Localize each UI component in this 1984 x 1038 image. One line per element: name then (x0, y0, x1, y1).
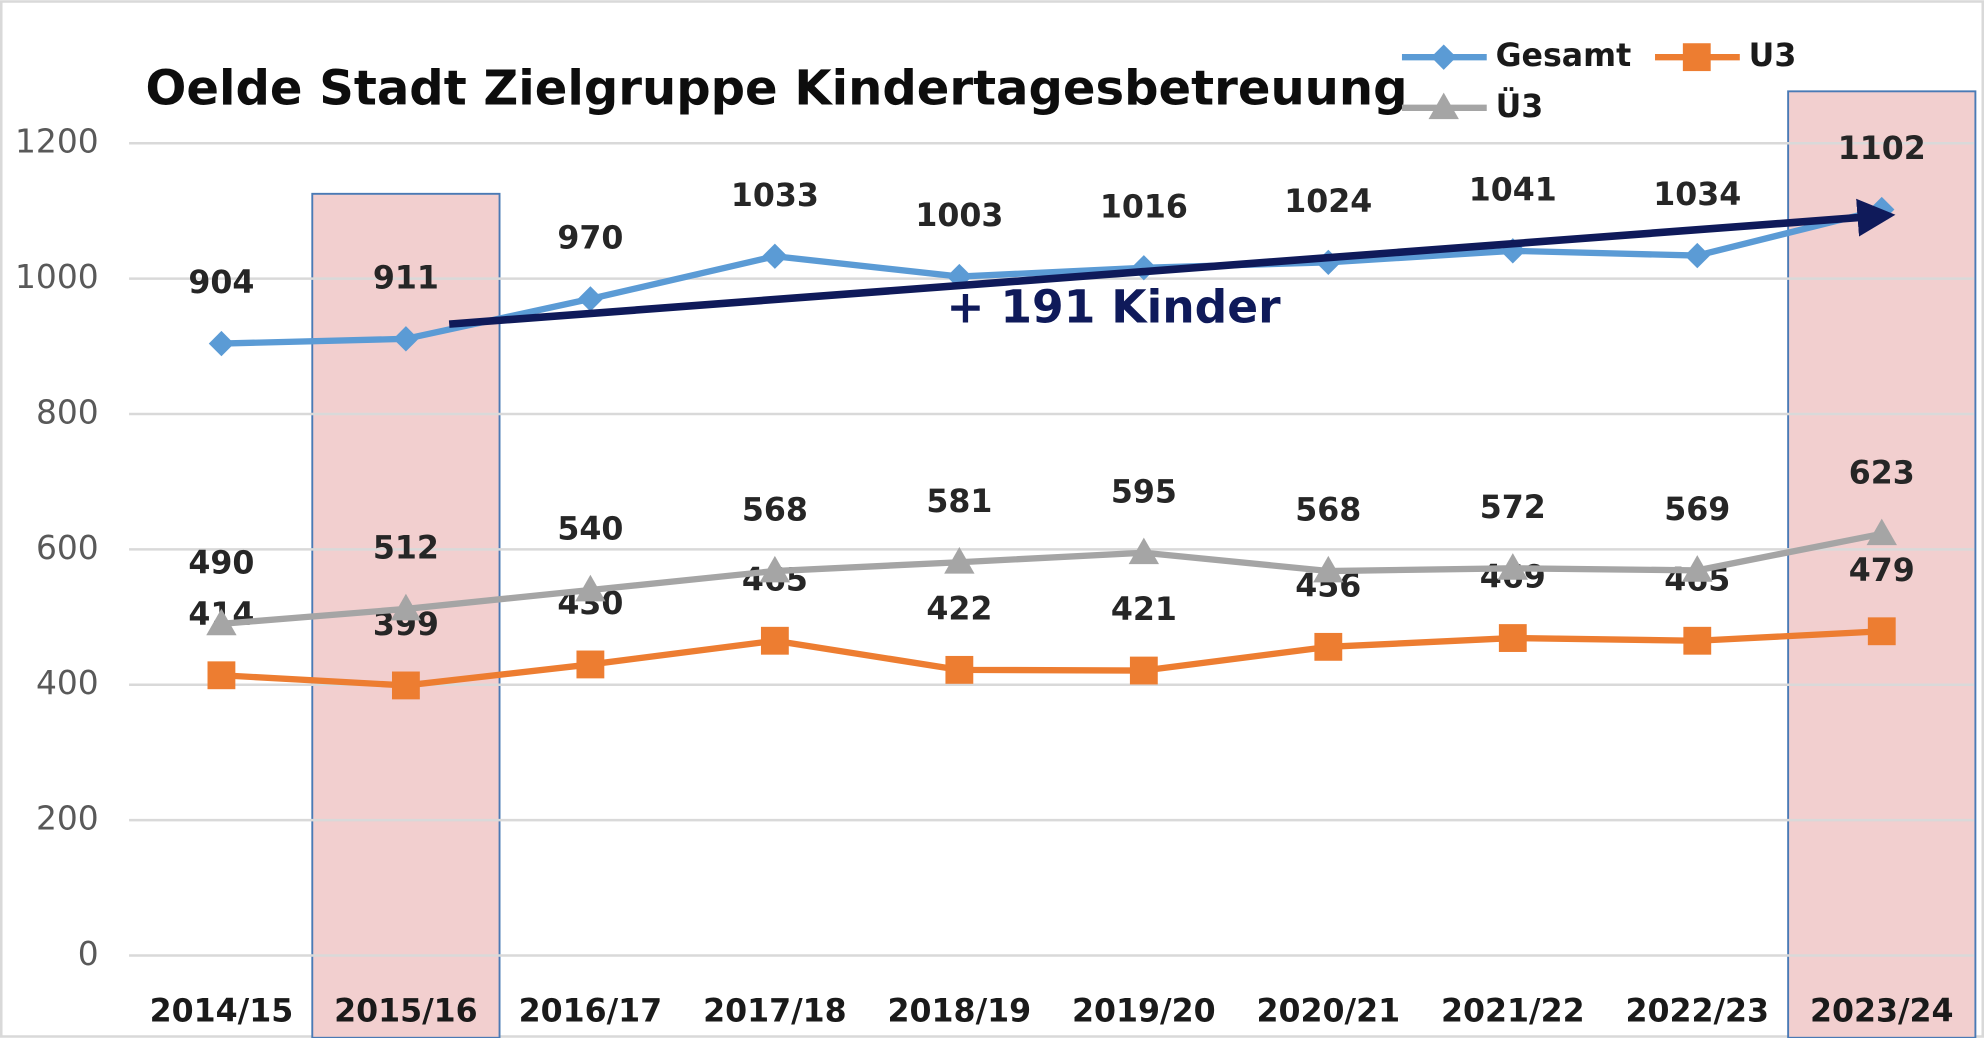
legend-label: Ü3 (1496, 87, 1544, 125)
data-label: 421 (1111, 592, 1177, 628)
data-label: 904 (188, 265, 254, 301)
marker (945, 655, 974, 684)
data-label: 1003 (915, 198, 1003, 234)
marker (393, 326, 419, 352)
data-label: 911 (373, 260, 439, 296)
x-tick-label: 2021/22 (1441, 993, 1585, 1029)
plot: 9049119701033100310161024104110341102414… (188, 131, 1926, 700)
chart-title: Oelde Stadt Zielgruppe Kindertagesbetreu… (146, 60, 1408, 116)
data-label: 1024 (1284, 184, 1372, 220)
legend-label: U3 (1749, 38, 1797, 74)
marker (762, 243, 788, 269)
marker (1129, 656, 1158, 685)
x-tick-label: 2019/20 (1072, 993, 1216, 1029)
data-label: 623 (1849, 455, 1915, 491)
y-tick-label: 1000 (15, 257, 99, 296)
x-tick-label: 2017/18 (703, 993, 847, 1029)
data-label: 572 (1480, 490, 1546, 526)
series: 490 512 540 568 581 595 568 572 569 623 (188, 455, 1915, 636)
x-tick-label: 2018/19 (888, 993, 1032, 1029)
x-tick-label: 2023/24 (1810, 993, 1954, 1029)
x-tick-label: 2014/15 (150, 993, 294, 1029)
marker (1684, 242, 1710, 269)
marker (207, 661, 236, 690)
legend-label: Gesamt (1496, 38, 1632, 74)
marker (1428, 92, 1459, 120)
x-tick-label: 2015/16 (334, 993, 478, 1029)
x-tick-label: 2022/23 (1625, 993, 1769, 1029)
trend-arrow (448, 198, 1896, 328)
y-tick-label: 0 (78, 934, 99, 973)
highlight-column (1787, 90, 1977, 1038)
marker (1682, 43, 1711, 72)
data-label: 595 (1111, 474, 1177, 510)
marker (576, 650, 605, 679)
grid: 0 200 400 600 800 1000 1200 2014/15 2015/16 2016/… (15, 122, 1974, 1029)
x-tick-label: 2016/17 (519, 993, 663, 1029)
data-label: 581 (926, 484, 992, 520)
marker (1497, 553, 1528, 580)
series-line (221, 628, 1882, 689)
marker (390, 593, 422, 621)
y-tick-label: 400 (36, 663, 99, 702)
y-tick-label: 600 (36, 528, 99, 567)
marker (1498, 624, 1527, 652)
y-tick-label: 1200 (15, 122, 99, 161)
series-line (221, 530, 1883, 627)
marker (1682, 555, 1713, 582)
legend: Gesamt U3 Ü3 (1401, 38, 1797, 125)
y-tick-label: 800 (36, 392, 99, 431)
data-label: 569 (1664, 492, 1730, 528)
marker (1431, 44, 1457, 70)
annotation: + 191 Kinder (946, 281, 1281, 334)
data-label: 540 (557, 512, 623, 548)
data-label: 512 (373, 530, 439, 566)
marker (577, 286, 604, 312)
marker (208, 330, 235, 357)
marker (760, 626, 789, 655)
marker (206, 608, 237, 636)
data-label: 1102 (1838, 131, 1926, 167)
data-label: 1016 (1100, 189, 1188, 225)
y-tick-label: 200 (36, 799, 99, 838)
data-label: 479 (1849, 553, 1915, 589)
data-label: 1034 (1653, 177, 1741, 213)
marker (1313, 555, 1344, 583)
marker (575, 574, 606, 602)
marker (1867, 617, 1896, 646)
marker (1314, 632, 1343, 661)
data-label: 490 (188, 545, 254, 581)
marker (1683, 626, 1712, 655)
marker (1128, 537, 1160, 565)
data-label: 970 (557, 220, 623, 256)
marker (391, 671, 420, 700)
data-label: 1041 (1469, 172, 1557, 208)
marker (1866, 518, 1897, 546)
data-label: 1033 (731, 178, 819, 214)
marker (944, 547, 975, 574)
data-label: 568 (1295, 493, 1361, 529)
marker (759, 555, 791, 583)
data-label: 568 (742, 493, 808, 529)
data-label: 422 (926, 591, 992, 627)
x-tick-label: 2020/21 (1257, 993, 1401, 1029)
